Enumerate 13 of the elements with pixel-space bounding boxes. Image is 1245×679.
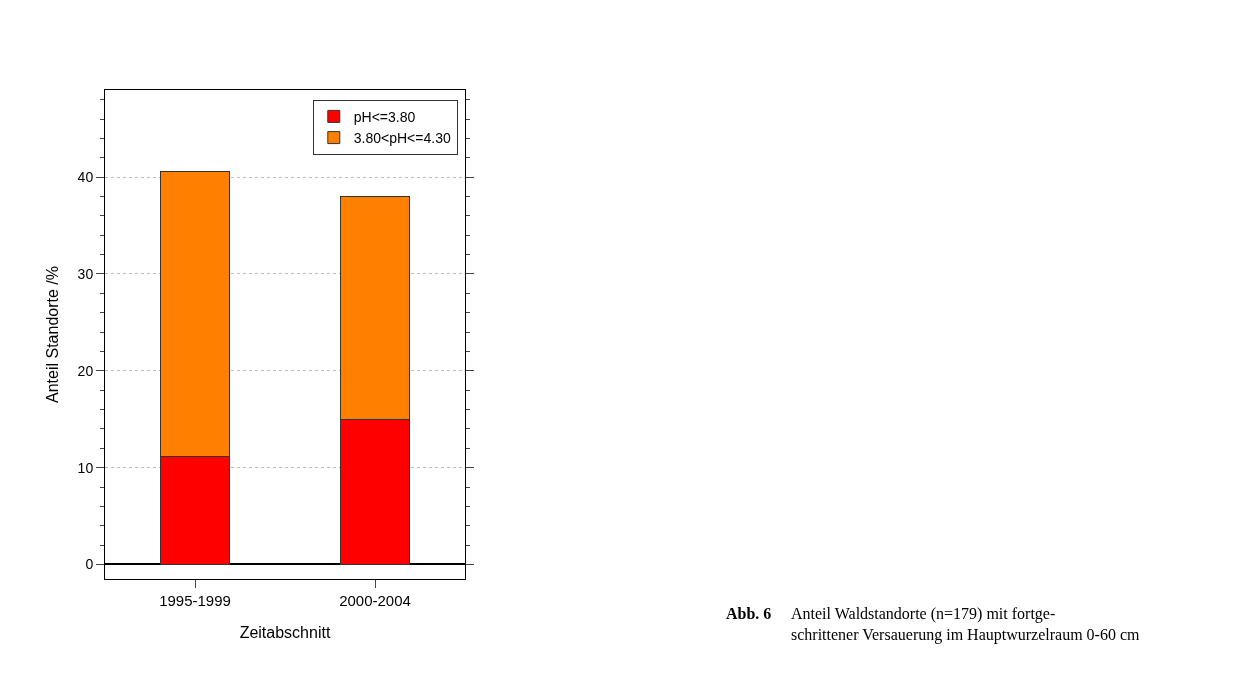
x-tick-label: 1995-1999 [159, 592, 231, 609]
y-tick-label: 40 [77, 169, 94, 186]
y-axis-title: Anteil Standorte /% [43, 266, 61, 403]
y-tick-label: 10 [77, 459, 94, 476]
text: Anteil Waldstandorte (n=179) mit fortge- schrittener Versauerung im Hauptwurzelraum 0-60 cm [791, 605, 1141, 644]
legend-label: pH<=3.80 [353, 108, 416, 125]
y-tick-label: 20 [77, 362, 94, 379]
x-axis-title: Zeitabschnitt [239, 623, 331, 641]
legend-label: 3.80<pH<=4.30 [353, 130, 451, 147]
y-tick-label: 30 [77, 265, 94, 282]
y-tick-label: 0 [85, 556, 94, 573]
x-tick-label: 2000-2004 [339, 592, 411, 609]
caption: Abb. 6 [726, 605, 772, 622]
